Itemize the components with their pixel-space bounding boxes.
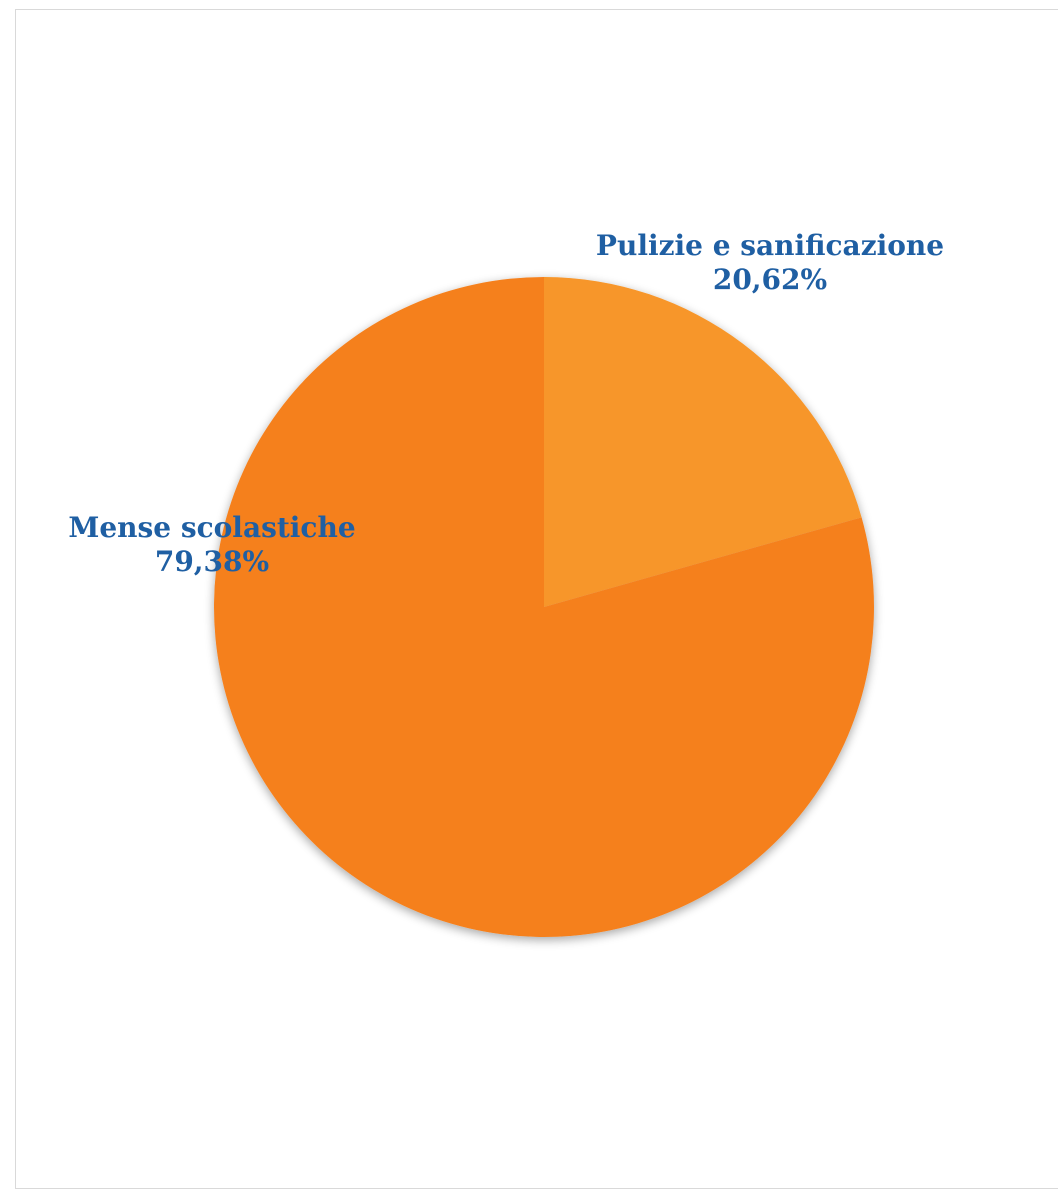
slice-label-mense-scolastiche: Mense scolastiche 79,38% (68, 511, 355, 578)
pie-slice-mense-scolastiche (213, 277, 874, 937)
slice-name: Pulizie e sanificazione (596, 229, 944, 262)
slice-labels: Pulizie e sanificazione 20,62% Mense scola… (68, 229, 944, 578)
slice-percent: 20,62% (713, 263, 827, 296)
pie-slice-pulizie-e-sanificazione (544, 277, 862, 607)
slice-name: Mense scolastiche (68, 511, 355, 544)
pie-slices (213, 277, 874, 937)
slice-label-pulizie-e-sanificazione: Pulizie e sanificazione 20,62% (596, 229, 944, 296)
slice-percent: 79,38% (155, 545, 269, 578)
